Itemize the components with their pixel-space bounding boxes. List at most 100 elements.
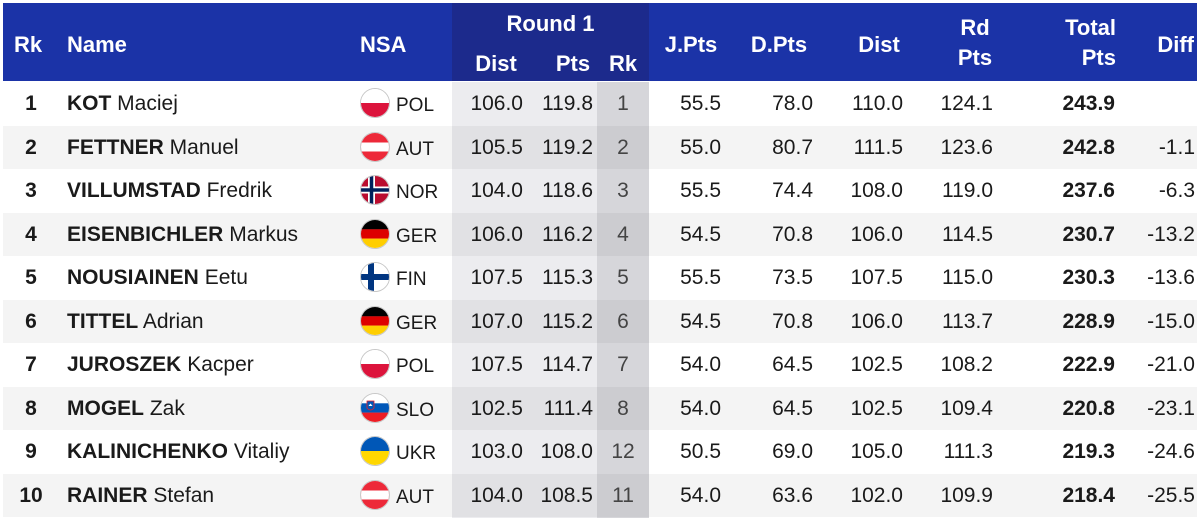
judges-points: 54.5 [680, 309, 721, 333]
athlete-name[interactable]: KALINICHENKO Vitaliy [67, 430, 289, 473]
round-1-distance: 105.5 [470, 135, 523, 159]
table-row[interactable]: 5 NOUSIAINEN Eetu FIN 107.5 115.3 5 55.5 73.5 10… [3, 256, 1197, 299]
nsa-code: AUT [396, 138, 434, 160]
distance-points: 63.6 [772, 483, 813, 507]
distance: 102.0 [850, 483, 903, 507]
header-round-points-line2: Pts [957, 45, 993, 70]
rank: 9 [25, 440, 37, 463]
table-row[interactable]: 1 KOT Maciej POL 106.0 119.8 1 55.5 78.0 110.0 12… [3, 82, 1197, 125]
round-1-rank: 5 [617, 266, 629, 289]
distance: 106.0 [850, 222, 903, 246]
athlete-name[interactable]: TITTEL Adrian [67, 300, 204, 343]
nsa-code: SLO [396, 399, 435, 421]
nsa-code: GER [396, 312, 438, 334]
athlete-surname: NOUSIAINEN [67, 266, 199, 289]
round-1-points: 111.4 [543, 396, 593, 420]
header-round-pts: Pts [555, 51, 591, 76]
round-points: 115.0 [942, 266, 993, 289]
judges-points: 55.5 [680, 266, 721, 289]
round-points: 111.3 [943, 440, 993, 463]
round-points: 119.0 [942, 179, 993, 202]
total-points: 222.9 [1062, 353, 1115, 376]
total-points: 237.6 [1062, 179, 1115, 202]
round-1-distance: 104.0 [470, 179, 523, 202]
round-points: 108.2 [940, 353, 993, 376]
aut-flag-icon [360, 131, 390, 162]
athlete-surname: EISENBICHLER [67, 222, 224, 246]
ger-flag-icon [360, 305, 390, 336]
round-1-rank: 4 [617, 222, 629, 246]
points-difference [1128, 82, 1195, 125]
judges-points: 54.5 [680, 222, 721, 246]
athlete-surname: KOT [67, 92, 112, 115]
distance: 111.5 [853, 135, 903, 159]
header-round-rank: Rk [608, 51, 638, 76]
rank: 10 [19, 483, 43, 507]
athlete-name[interactable]: MOGEL Zak [67, 387, 185, 430]
athlete-name[interactable]: EISENBICHLER Markus [67, 213, 298, 256]
table-row[interactable]: 2 FETTNER Manuel AUT 105.5 119.2 2 55.0 80.7 111… [3, 125, 1197, 169]
athlete-first-name: Fredrik [206, 179, 272, 202]
round-1-rank: 2 [617, 135, 629, 159]
athlete-surname: FETTNER [67, 135, 164, 159]
athlete-name[interactable]: FETTNER Manuel [67, 126, 239, 169]
athlete-name[interactable]: NOUSIAINEN Eetu [67, 256, 248, 299]
round-1-rank: 11 [612, 483, 634, 507]
round-1-points: 115.3 [542, 266, 593, 289]
athlete-first-name: Eetu [204, 266, 248, 289]
aut-flag-icon [360, 479, 390, 510]
round-1-points: 108.0 [540, 440, 593, 463]
athlete-first-name: Kacper [187, 353, 254, 376]
distance: 102.5 [850, 396, 903, 420]
athlete-name[interactable]: KOT Maciej [67, 82, 178, 125]
rank: 7 [25, 353, 37, 376]
distance: 108.0 [850, 179, 903, 202]
nsa-code: GER [396, 225, 438, 247]
table-row[interactable]: 4 EISENBICHLER Markus GER 106.0 116.2 4 54.5 70… [3, 212, 1197, 256]
table-row[interactable]: 10 RAINER Stefan AUT 104.0 108.5 11 54.0 63.6 10… [3, 473, 1197, 517]
header-nsa: NSA [360, 32, 407, 57]
header-distance-points: D.Pts [750, 32, 808, 57]
athlete-name[interactable]: VILLUMSTAD Fredrik [67, 169, 272, 212]
round-1-rank: 12 [611, 440, 635, 463]
athlete-first-name: Zak [149, 396, 185, 420]
round-points: 113.7 [942, 309, 993, 333]
total-points: 230.7 [1062, 222, 1115, 246]
athlete-name[interactable]: JUROSZEK Kacper [67, 343, 254, 386]
points-difference: -13.6 [1147, 266, 1195, 289]
round-1-points: 119.2 [542, 135, 593, 159]
round-1-points: 114.7 [542, 353, 593, 376]
ukr-flag-icon [360, 436, 390, 466]
table-row[interactable]: 7 JUROSZEK Kacper POL 107.5 114.7 7 54.0 64.5 10… [3, 343, 1197, 386]
athlete-first-name: Markus [229, 222, 299, 246]
fin-flag-icon [360, 262, 390, 292]
rank: 4 [25, 222, 37, 246]
nor-flag-icon [360, 175, 390, 205]
round-1-rank: 1 [617, 92, 629, 115]
slo-flag-icon [360, 392, 390, 423]
table-row[interactable]: 8 MOGEL Zak SLO 102.5 111.4 8 54.0 64.5 102.5 109… [3, 386, 1197, 430]
athlete-name[interactable]: RAINER Stefan [67, 474, 214, 517]
rank: 8 [25, 396, 37, 420]
judges-points: 54.0 [680, 483, 721, 507]
points-difference: -23.1 [1147, 396, 1195, 420]
pol-flag-icon [360, 349, 390, 379]
round-points: 109.9 [940, 483, 993, 507]
athlete-first-name: Stefan [153, 483, 215, 507]
distance-points: 73.5 [772, 266, 813, 289]
round-1-points: 119.8 [542, 92, 593, 115]
round-1-distance: 107.0 [470, 309, 523, 333]
nsa-code: AUT [396, 486, 434, 508]
pol-flag-icon [360, 88, 390, 118]
round-1-distance: 106.0 [470, 92, 523, 115]
points-difference: -1.1 [1158, 135, 1195, 159]
round-1-rank: 7 [617, 353, 629, 376]
nsa-code: POL [396, 95, 435, 116]
table-row[interactable]: 6 TITTEL Adrian GER 107.0 115.2 6 54.5 70.8 106.… [3, 299, 1197, 343]
table-row[interactable]: 3 VILLUMSTAD Fredrik NOR 104.0 118.6 3 55.5 74.… [3, 169, 1197, 212]
judges-points: 55.5 [680, 179, 721, 202]
header-total-line1: Total [1065, 15, 1116, 40]
points-difference: -25.5 [1147, 483, 1195, 507]
table-row[interactable]: 9 KALINICHENKO Vitaliy UKR 103.0 108.0 12 50.5… [3, 430, 1197, 473]
